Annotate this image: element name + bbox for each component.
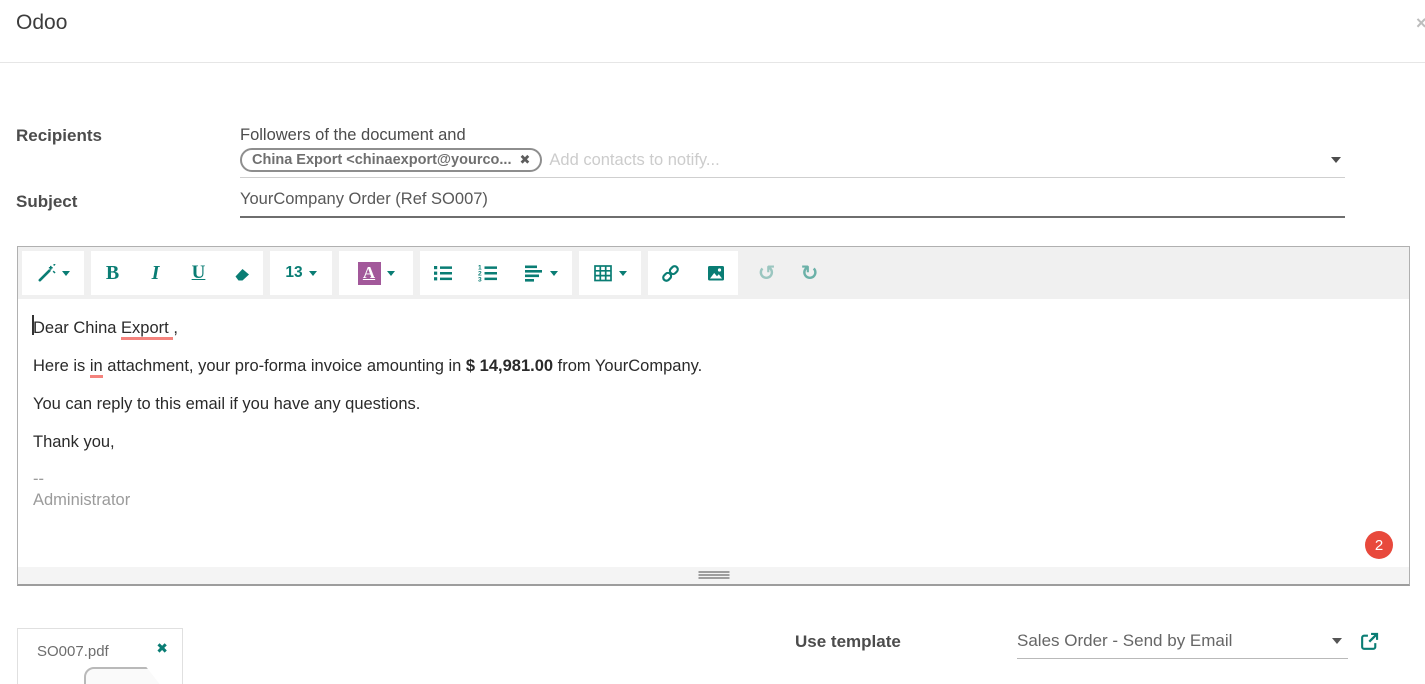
open-template-external-link-icon[interactable] — [1359, 631, 1380, 652]
paragraph-align-button[interactable] — [510, 251, 572, 295]
attachment-count-badge: 2 — [1365, 531, 1393, 559]
toolbar-group-lists: 1 2 3 — [420, 251, 572, 295]
svg-text:3: 3 — [478, 277, 482, 283]
body-text: , — [173, 319, 178, 337]
eraser-icon — [232, 263, 252, 283]
bold-icon: B — [105, 261, 120, 284]
redo-button[interactable]: ↻ — [788, 251, 831, 295]
template-select[interactable]: Sales Order - Send by Email — [1017, 631, 1348, 659]
recipients-label: Recipients — [16, 126, 102, 145]
chevron-down-icon — [619, 270, 627, 276]
svg-text:2: 2 — [478, 271, 482, 278]
recipient-chip-label: China Export <chinaexport@yourco... — [252, 152, 512, 168]
undo-icon: ↺ — [757, 261, 776, 285]
signature-name: Administrator — [33, 491, 131, 509]
spellcheck-underlined-word: in — [89, 357, 103, 378]
chevron-down-icon — [308, 270, 317, 276]
header-divider — [0, 62, 1425, 63]
body-text: attachment, your pro-forma invoice amoun… — [102, 357, 466, 375]
link-icon — [660, 263, 681, 284]
text-cursor — [32, 315, 34, 335]
recipient-chip: China Export <chinaexport@yourco... ✖ — [240, 148, 543, 172]
use-template-label: Use template — [795, 632, 901, 651]
resize-handle-icon[interactable] — [698, 571, 729, 579]
underline-icon: U — [191, 262, 206, 283]
toolbar-group-table — [579, 251, 641, 295]
attachment-filename: SO007.pdf — [37, 643, 109, 660]
rich-text-editor: B I U 13 A — [17, 246, 1410, 586]
table-icon — [593, 263, 613, 283]
chevron-down-icon — [61, 270, 70, 276]
remove-format-button[interactable] — [220, 251, 263, 295]
body-text: Dear China — [33, 319, 122, 337]
body-paragraph: Dear China Export , — [33, 317, 1394, 340]
toolbar-group-fontsize: 13 — [270, 251, 332, 295]
unordered-list-button[interactable] — [420, 251, 465, 295]
spellcheck-underlined-word: Export — [121, 319, 174, 340]
attachment-preview-thumbnail — [84, 667, 166, 684]
font-size-button[interactable]: 13 — [270, 251, 332, 295]
underline-button[interactable]: U — [177, 251, 220, 295]
toolbar-group-fontcolor: A — [339, 251, 413, 295]
attachment-card[interactable]: SO007.pdf ✖ — [17, 628, 183, 684]
align-icon — [524, 263, 544, 283]
body-text: Here is — [33, 357, 90, 375]
redo-icon: ↻ — [800, 261, 819, 285]
ordered-list-button[interactable]: 1 2 3 — [465, 251, 510, 295]
body-paragraph: Here is in attachment, your pro-forma in… — [33, 355, 1394, 378]
body-paragraph: Thank you, — [33, 433, 115, 451]
email-body-editor[interactable]: Dear China Export , Here is in attachmen… — [18, 299, 1409, 566]
template-dropdown-caret-icon — [1332, 638, 1342, 644]
window-title: Odoo — [16, 11, 68, 34]
svg-text:1: 1 — [478, 265, 482, 272]
magic-style-button[interactable] — [22, 251, 84, 295]
signature-separator: -- — [33, 470, 44, 488]
recipients-prefix-text: Followers of the document and — [240, 126, 466, 144]
editor-resize-bar[interactable] — [18, 567, 1409, 584]
recipients-dropdown-caret-icon[interactable] — [1331, 157, 1341, 163]
undo-button[interactable]: ↺ — [745, 251, 788, 295]
toolbar-group-format: B I U — [91, 251, 263, 295]
toolbar-group-style — [22, 251, 84, 295]
insert-link-button[interactable] — [648, 251, 693, 295]
numbered-list-icon: 1 2 3 — [478, 263, 498, 283]
bullet-list-icon — [433, 263, 453, 283]
font-size-value: 13 — [285, 264, 303, 281]
subject-label: Subject — [16, 192, 78, 211]
recipients-input-row[interactable]: China Export <chinaexport@yourco... ✖ — [240, 148, 1345, 178]
body-text: from YourCompany. — [553, 357, 703, 375]
image-icon — [706, 263, 726, 283]
subject-input[interactable] — [240, 190, 1345, 218]
table-button[interactable] — [579, 251, 641, 295]
insert-image-button[interactable] — [693, 251, 738, 295]
body-paragraph: You can reply to this email if you have … — [33, 395, 421, 413]
invoice-amount: $ 14,981.00 — [465, 357, 554, 375]
remove-recipient-icon[interactable]: ✖ — [519, 152, 531, 167]
italic-icon: I — [151, 261, 160, 284]
chevron-down-icon — [550, 270, 558, 276]
editor-toolbar: B I U 13 A — [18, 247, 1409, 299]
italic-button[interactable]: I — [134, 251, 177, 295]
close-icon[interactable]: × — [1416, 13, 1425, 33]
template-selected-value: Sales Order - Send by Email — [1017, 631, 1233, 650]
chevron-down-icon — [386, 270, 395, 276]
bold-button[interactable]: B — [91, 251, 134, 295]
magic-wand-icon — [37, 263, 56, 283]
recipients-input[interactable] — [542, 150, 1331, 170]
toolbar-group-history: ↺ ↻ — [745, 251, 831, 295]
toolbar-group-media — [648, 251, 738, 295]
delete-attachment-icon[interactable]: ✖ — [156, 640, 168, 656]
font-color-swatch-icon: A — [357, 261, 381, 285]
font-color-button[interactable]: A — [339, 251, 413, 295]
